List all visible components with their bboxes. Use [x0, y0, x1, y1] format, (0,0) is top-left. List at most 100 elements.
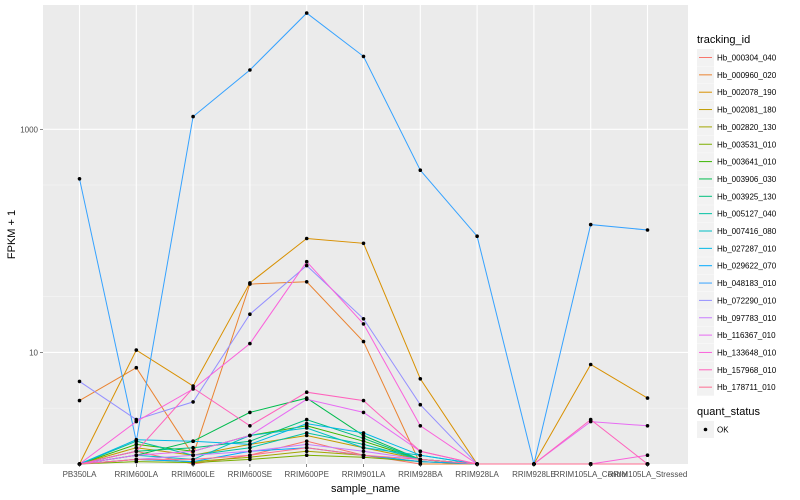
data-point-Hb_002078_190-10: [645, 396, 650, 400]
legend-label-Hb_007416_080: Hb_007416_080: [717, 227, 777, 236]
data-point-Hb_002078_190-1: [134, 348, 139, 352]
data-points: [77, 11, 650, 466]
data-point-Hb_178711_010-3: [248, 453, 252, 458]
data-point-Hb_005127_040-4: [304, 431, 309, 435]
data-point-Hb_157968_010-9: [588, 417, 593, 422]
data-point-Hb_003906_030-3: [248, 410, 252, 415]
legend-label-Hb_002078_190: Hb_002078_190: [717, 88, 777, 97]
data-point-Hb_072290_010-5: [361, 317, 366, 321]
data-point-Hb_133648_010-4: [304, 259, 309, 264]
data-point-Hb_097783_010-3: [248, 449, 252, 454]
data-point-Hb_002078_190-9: [588, 362, 593, 367]
data-point-Hb_157968_010-5: [361, 398, 366, 403]
legend: tracking_id Hb_000304_040Hb_000960_020Hb…: [697, 34, 777, 438]
data-point-Hb_027287_010-5: [361, 431, 366, 435]
data-point-Hb_178711_010-5: [361, 453, 366, 458]
data-point-Hb_048183_010-9: [588, 222, 593, 227]
data-point-Hb_000960_020-5: [361, 339, 366, 344]
data-point-Hb_178711_010-6: [418, 457, 423, 462]
data-point-Hb_116367_010-10: [645, 424, 650, 428]
data-point-Hb_005127_040-3: [248, 445, 252, 450]
data-point-Hb_003641_010-1: [134, 442, 139, 447]
data-point-Hb_002081_180-4: [304, 433, 309, 438]
data-point-Hb_133648_010-5: [361, 322, 366, 326]
x-axis-title: sample_name: [331, 483, 400, 495]
data-point-Hb_002820_130-4: [304, 449, 309, 454]
data-point-Hb_048183_010-6: [418, 168, 423, 172]
legend-ok-point: [703, 427, 708, 432]
data-point-Hb_048183_010-2: [191, 114, 195, 119]
data-point-Hb_133648_010-10: [645, 453, 650, 458]
x-axis: PB350LA RRIM600LA RRIM600LE RRIM600SE RRIM60…: [63, 464, 688, 479]
grid: [43, 5, 688, 464]
x-tick-label-3: RRIM600SE: [228, 470, 272, 479]
legend-label-Hb_178711_010: Hb_178711_010: [717, 383, 776, 392]
data-point-Hb_003925_130-5: [361, 436, 366, 441]
legend-label-Hb_003925_130: Hb_003925_130: [717, 192, 777, 201]
legend-items: Hb_000304_040 Hb_000960_020 Hb_002078_190 H…: [697, 49, 777, 396]
data-point-Hb_157968_010-4: [304, 390, 309, 395]
legend-label-ok: OK: [717, 426, 729, 435]
x-tick-label-9: RRIM105LA_Control: [554, 470, 628, 479]
data-point-Hb_000304_040-4: [304, 439, 309, 444]
x-tick-label-10: RRIM105LA_Stressed: [608, 470, 688, 479]
data-point-Hb_007416_080-4: [304, 426, 309, 430]
data-point-Hb_157968_010-1: [134, 449, 139, 454]
data-point-Hb_000960_020-1: [134, 365, 139, 370]
data-point-Hb_097783_010-4: [304, 442, 309, 447]
legend-label-Hb_133648_010: Hb_133648_010: [717, 348, 777, 357]
data-point-Hb_048183_010-7: [475, 234, 479, 238]
data-point-Hb_000960_020-4: [304, 280, 309, 284]
data-point-Hb_072290_010-4: [304, 263, 309, 268]
legend-label-Hb_000304_040: Hb_000304_040: [717, 54, 777, 63]
legend-label-Hb_097783_010: Hb_097783_010: [717, 314, 777, 323]
data-point-Hb_072290_010-0: [77, 379, 82, 384]
data-point-Hb_097783_010-2: [191, 453, 195, 458]
data-point-Hb_116367_010-1: [134, 453, 139, 458]
legend-label-Hb_027287_010: Hb_027287_010: [717, 244, 777, 253]
data-point-Hb_072290_010-2: [191, 400, 195, 404]
data-point-Hb_097783_010-5: [361, 449, 366, 454]
data-point-Hb_116367_010-4: [304, 397, 309, 402]
data-point-Hb_002078_190-3: [248, 281, 252, 285]
panel-background: [43, 5, 688, 464]
data-point-Hb_048183_010-0: [77, 177, 82, 181]
data-point-Hb_048183_010-1: [134, 439, 139, 444]
legend-label-Hb_072290_010: Hb_072290_010: [717, 296, 777, 305]
data-point-Hb_003531_010-3: [248, 457, 252, 462]
data-point-Hb_048183_010-5: [361, 54, 366, 59]
data-point-Hb_048183_010-10: [645, 228, 650, 232]
data-point-Hb_007416_080-5: [361, 445, 366, 450]
data-point-Hb_005127_040-5: [361, 442, 366, 447]
data-point-Hb_002078_190-4: [304, 236, 309, 241]
data-point-Hb_002078_190-6: [418, 377, 423, 381]
data-point-Hb_072290_010-6: [418, 402, 423, 407]
x-tick-label-8: RRIM928LE: [512, 470, 556, 479]
legend-label-Hb_157968_010: Hb_157968_010: [717, 366, 777, 375]
data-point-Hb_157968_010-3: [248, 424, 252, 428]
data-point-Hb_003925_130-4: [304, 417, 309, 422]
legend-title-quant-status: quant_status: [697, 406, 760, 418]
data-point-Hb_116367_010-5: [361, 410, 366, 415]
data-point-Hb_133648_010-6: [418, 424, 423, 428]
data-point-Hb_003906_030-5: [361, 433, 366, 438]
data-point-Hb_178711_010-4: [304, 445, 309, 450]
data-point-Hb_048183_010-3: [248, 68, 252, 72]
data-point-Hb_027287_010-4: [304, 421, 309, 426]
data-point-Hb_116367_010-2: [191, 449, 195, 454]
data-point-Hb_133648_010-1: [134, 419, 139, 424]
legend-label-Hb_002081_180: Hb_002081_180: [717, 106, 777, 115]
legend-label-Hb_000960_020: Hb_000960_020: [717, 71, 777, 80]
data-point-Hb_003925_130-2: [191, 445, 195, 450]
legend-label-Hb_003641_010: Hb_003641_010: [717, 158, 777, 167]
x-tick-label-0: PB350LA: [63, 470, 97, 479]
legend-label-Hb_002820_130: Hb_002820_130: [717, 123, 777, 132]
legend-title-tracking-id: tracking_id: [697, 34, 750, 46]
legend-label-Hb_029622_070: Hb_029622_070: [717, 262, 777, 271]
x-tick-label-5: RRIM901LA: [342, 470, 386, 479]
y-axis-title: FPKM + 1: [6, 210, 18, 259]
data-point-Hb_048183_010-4: [304, 11, 309, 15]
data-point-Hb_027287_010-2: [191, 439, 195, 444]
data-point-Hb_178711_010-1: [134, 457, 139, 462]
